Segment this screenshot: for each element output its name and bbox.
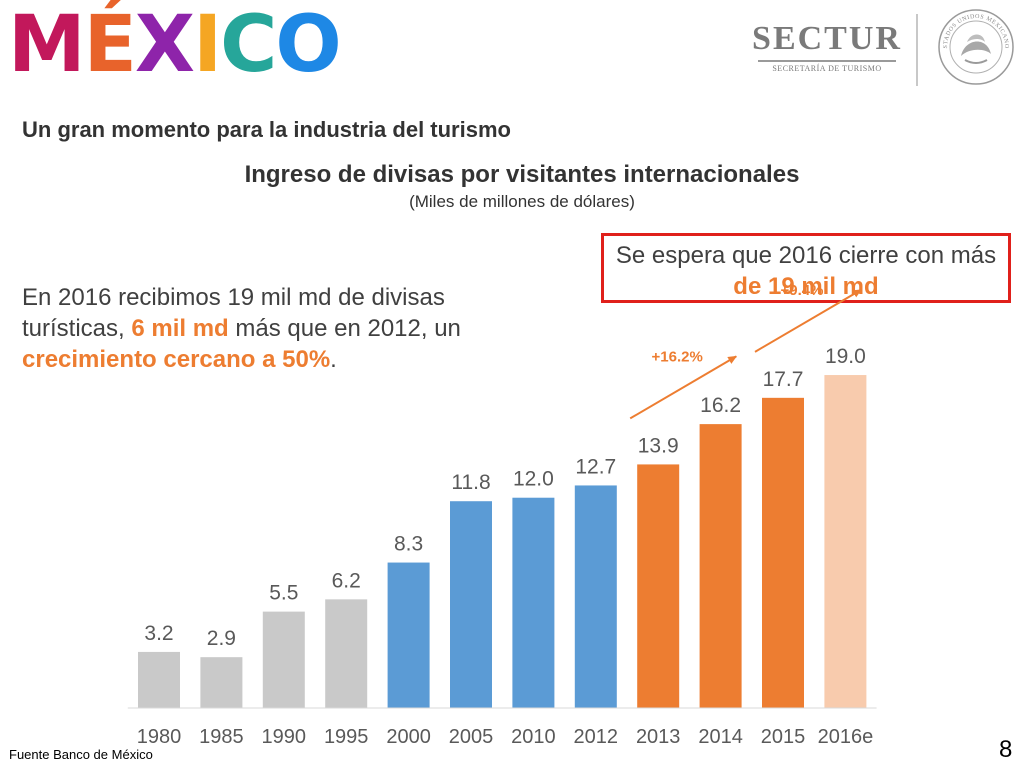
sectur-logo: SECTUR SECRETARÍA DE TURISMO [752, 20, 902, 74]
forecast-callout: Se espera que 2016 cierre con más de 19 … [601, 233, 1011, 303]
chart-title: Ingreso de divisas por visitantes intern… [244, 161, 800, 188]
summary-highlight-growth: crecimiento cercano a 50% [22, 346, 331, 374]
bar-1985 [200, 657, 243, 708]
x-tick-label: 2005 [449, 726, 494, 748]
x-tick-label: 1990 [262, 726, 307, 748]
summary-text-1: En 2016 recibimos 19 mil md de divisas t… [22, 284, 445, 343]
summary-text-3: . [330, 346, 337, 374]
growth-annotation: +16.2% [652, 348, 703, 365]
summary-highlight-amount: 6 mil md [131, 315, 229, 343]
logo-letter: M [8, 0, 86, 90]
bar-2000 [387, 562, 430, 708]
logo-letter: O [275, 0, 341, 90]
source-note: Fuente Banco de México [9, 747, 153, 762]
growth-annotation: +9.4% [781, 282, 824, 299]
logo-letter: C [220, 0, 277, 90]
bar-1980 [138, 651, 180, 708]
national-seal-icon: ESTADOS UNIDOS MEXICANOS [937, 8, 1014, 85]
header-divider [916, 14, 918, 86]
x-tick-label: 2015 [761, 726, 806, 748]
value-label: 19.0 [825, 345, 866, 368]
x-tick-label: 2012 [574, 726, 619, 748]
logo-letter: X [134, 0, 195, 90]
x-tick-label: 1980 [137, 726, 182, 748]
callout-text: Se espera que 2016 cierre con más [615, 242, 997, 269]
growth-arrow [629, 355, 738, 420]
bar-2016e [824, 375, 867, 708]
bar-2012 [574, 485, 617, 708]
bar-1990 [262, 611, 305, 708]
bar-1995 [325, 599, 368, 708]
logo-letter: É [83, 0, 137, 90]
value-label: 12.0 [513, 468, 554, 491]
x-tick-label: 2000 [386, 726, 431, 748]
x-tick-label: 2010 [511, 726, 556, 748]
value-label: 8.3 [394, 533, 423, 556]
value-label: 11.8 [451, 471, 490, 494]
summary-paragraph: En 2016 recibimos 19 mil md de divisas t… [22, 282, 492, 376]
x-tick-label: 1995 [324, 726, 369, 748]
value-label: 5.5 [269, 582, 298, 605]
logo-letter: I [193, 0, 222, 90]
value-label: 13.9 [638, 434, 679, 457]
value-label: 6.2 [332, 569, 361, 592]
bar-2013 [637, 464, 680, 708]
value-label: 16.2 [700, 394, 741, 417]
bar-2010 [512, 497, 555, 708]
value-label: 3.2 [144, 622, 173, 645]
page-number: 8 [999, 736, 1013, 763]
growth-arrow [754, 288, 862, 353]
x-tick-label: 1985 [199, 726, 244, 748]
sectur-divider [758, 60, 896, 62]
bar-2015 [762, 397, 804, 708]
x-tick-label: 2014 [698, 726, 743, 748]
x-tick-label: 2016e [818, 726, 874, 748]
chart-subtitle: (Miles de millones de dólares) [409, 192, 635, 211]
mexico-logo: MÉXICO [8, 0, 342, 90]
bar-2005 [450, 501, 492, 708]
page-heading: Un gran momento para la industria del tu… [22, 117, 511, 142]
value-label: 12.7 [575, 455, 616, 478]
sectur-title: SECTUR [752, 20, 902, 57]
sectur-subtitle: SECRETARÍA DE TURISMO [772, 64, 882, 73]
x-tick-label: 2013 [636, 726, 681, 748]
value-label: 2.9 [207, 627, 236, 650]
bar-2014 [699, 424, 742, 708]
summary-text-2: más que en 2012, un [228, 315, 461, 343]
value-label: 17.7 [763, 368, 804, 391]
